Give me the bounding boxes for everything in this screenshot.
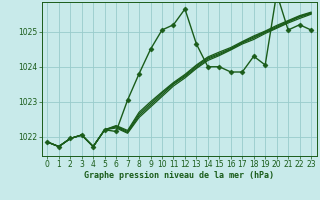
X-axis label: Graphe pression niveau de la mer (hPa): Graphe pression niveau de la mer (hPa) <box>84 171 274 180</box>
